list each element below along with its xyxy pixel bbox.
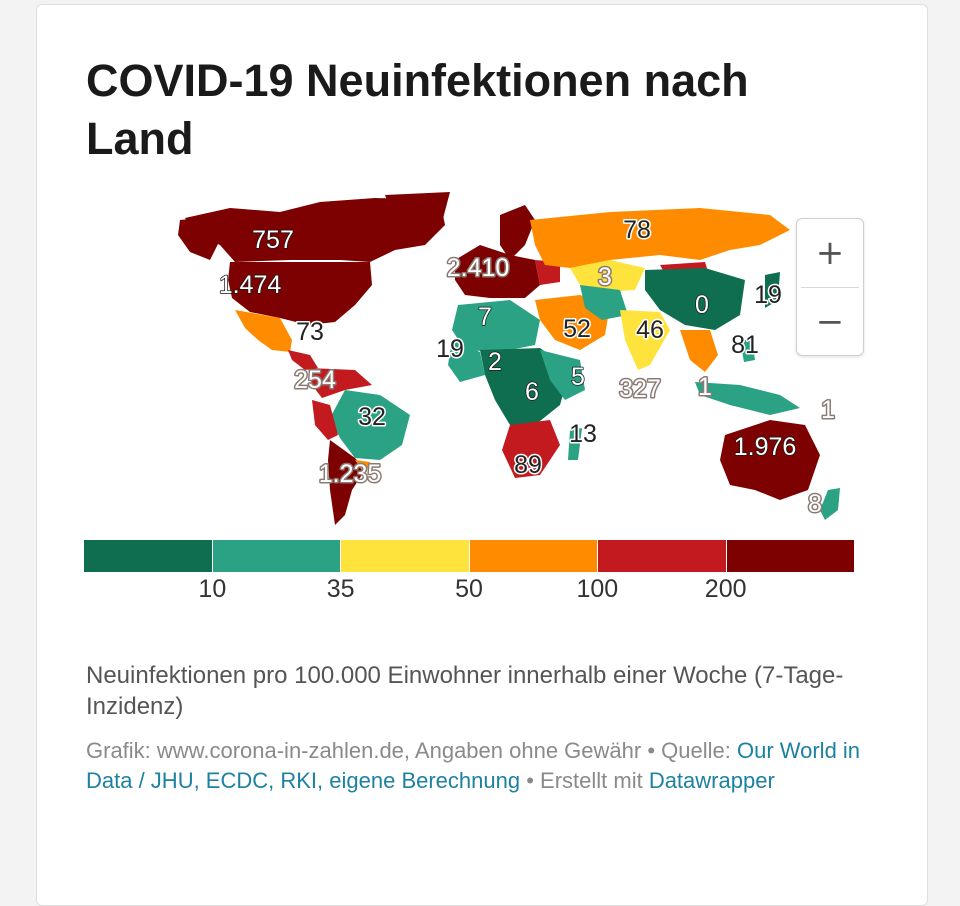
region-china[interactable] bbox=[645, 268, 745, 330]
region-russia[interactable] bbox=[530, 208, 790, 268]
map-value-label: 1.474 bbox=[219, 271, 282, 299]
region-new-zealand[interactable] bbox=[820, 488, 840, 520]
region-argentina-chile[interactable] bbox=[328, 440, 365, 525]
region-india[interactable] bbox=[620, 310, 670, 370]
chart-title: COVID-19 Neuinfektionen nach Land bbox=[86, 55, 749, 164]
legend-tick-label: 10 bbox=[198, 575, 227, 603]
legend-tick-label: 50 bbox=[455, 575, 483, 603]
region-east-africa[interactable] bbox=[540, 350, 585, 400]
region-colombia-venezuela[interactable] bbox=[308, 368, 372, 398]
chart-description: Neuinfektionen pro 100.000 Einwohner inn… bbox=[86, 662, 844, 720]
region-uruguay[interactable] bbox=[355, 460, 370, 475]
map-value-label: 6 bbox=[525, 378, 539, 406]
legend-tick-label: 200 bbox=[704, 575, 747, 603]
map-value-label: 3 bbox=[598, 263, 612, 291]
region-europe[interactable] bbox=[455, 245, 540, 298]
map-value-label: 78 bbox=[623, 216, 651, 244]
source-note: Grafik: www.corona-in-zahlen.de, Angaben… bbox=[86, 736, 876, 796]
region-iran[interactable] bbox=[580, 285, 628, 320]
region-canada[interactable] bbox=[185, 198, 445, 262]
map-value-label: 8 bbox=[808, 490, 822, 518]
region-kazakhstan[interactable] bbox=[570, 260, 645, 292]
region-alaska[interactable] bbox=[178, 218, 220, 260]
source-prefix: Grafik: www.corona-in-zahlen.de, Angaben… bbox=[86, 738, 737, 763]
region-philippines[interactable] bbox=[740, 340, 755, 362]
map-value-label: 13 bbox=[569, 420, 597, 448]
datawrapper-link[interactable]: Datawrapper bbox=[648, 768, 775, 793]
map-value-label: 327 bbox=[619, 375, 661, 403]
region-scandinavia[interactable] bbox=[500, 205, 535, 260]
map-value-label: 19 bbox=[754, 281, 782, 309]
zoom-in-button[interactable]: + bbox=[797, 219, 863, 287]
map-value-label: 32 bbox=[358, 403, 386, 431]
map-value-label: 254 bbox=[294, 366, 336, 394]
map-value-label: 46 bbox=[636, 316, 664, 344]
map-value-label: 52 bbox=[563, 315, 591, 343]
source-link[interactable]: Our World in Data / JHU, ECDC, RKI, eige… bbox=[86, 738, 861, 793]
map-value-label: 1 bbox=[821, 396, 835, 424]
map-value-label: 2 bbox=[488, 348, 502, 376]
map-value-label: 81 bbox=[731, 331, 759, 359]
legend-segment bbox=[341, 540, 470, 572]
zoom-divider bbox=[801, 287, 859, 288]
map-value-label: 0 bbox=[695, 291, 709, 319]
region-madagascar[interactable] bbox=[568, 428, 582, 460]
map-value-label: 7 bbox=[478, 303, 492, 331]
map-value-label: 73 bbox=[296, 318, 324, 346]
region-japan[interactable] bbox=[765, 272, 780, 308]
region-west-africa[interactable] bbox=[448, 340, 485, 382]
region-southern-africa[interactable] bbox=[502, 420, 560, 478]
legend-segment bbox=[84, 540, 213, 572]
region-australia[interactable] bbox=[720, 420, 820, 500]
world-map[interactable]: 757 1.474 73 254 32 1.235 2.410 78 3 0 19 7 52 46 81 19… bbox=[140, 190, 880, 530]
map-value-label: 1.976 bbox=[734, 433, 797, 461]
zoom-controls: + − bbox=[796, 218, 864, 356]
map-value-label: 19 bbox=[436, 335, 464, 363]
map-value-label: 1.235 bbox=[319, 460, 382, 488]
region-peru[interactable] bbox=[312, 400, 338, 440]
legend-tick-label: 35 bbox=[326, 575, 355, 603]
region-greenland[interactable] bbox=[385, 192, 450, 240]
region-mexico[interactable] bbox=[235, 310, 292, 352]
legend-segment bbox=[212, 540, 341, 572]
region-north-africa[interactable] bbox=[452, 300, 540, 352]
legend-ticks: 10 35 50 100 200 bbox=[84, 575, 854, 605]
map-value-label: 757 bbox=[252, 226, 294, 254]
region-ukraine[interactable] bbox=[535, 260, 560, 285]
map-value-label: 89 bbox=[514, 451, 542, 479]
region-se-asia[interactable] bbox=[680, 330, 718, 372]
zoom-out-button[interactable]: − bbox=[797, 288, 863, 356]
region-indonesia[interactable] bbox=[695, 382, 800, 415]
legend-segment bbox=[469, 540, 598, 572]
region-usa[interactable] bbox=[228, 262, 372, 325]
color-legend bbox=[84, 540, 854, 572]
legend-segment bbox=[726, 540, 854, 572]
region-brazil[interactable] bbox=[330, 390, 410, 460]
region-central-america[interactable] bbox=[288, 350, 318, 370]
map-value-label: 5 bbox=[571, 363, 585, 391]
source-suffix: • Erstellt mit bbox=[520, 768, 649, 793]
map-value-label: 2.410 bbox=[447, 254, 510, 282]
legend-segment bbox=[598, 540, 727, 572]
legend-tick-label: 100 bbox=[576, 575, 619, 603]
map-value-label: 1 bbox=[698, 373, 712, 401]
